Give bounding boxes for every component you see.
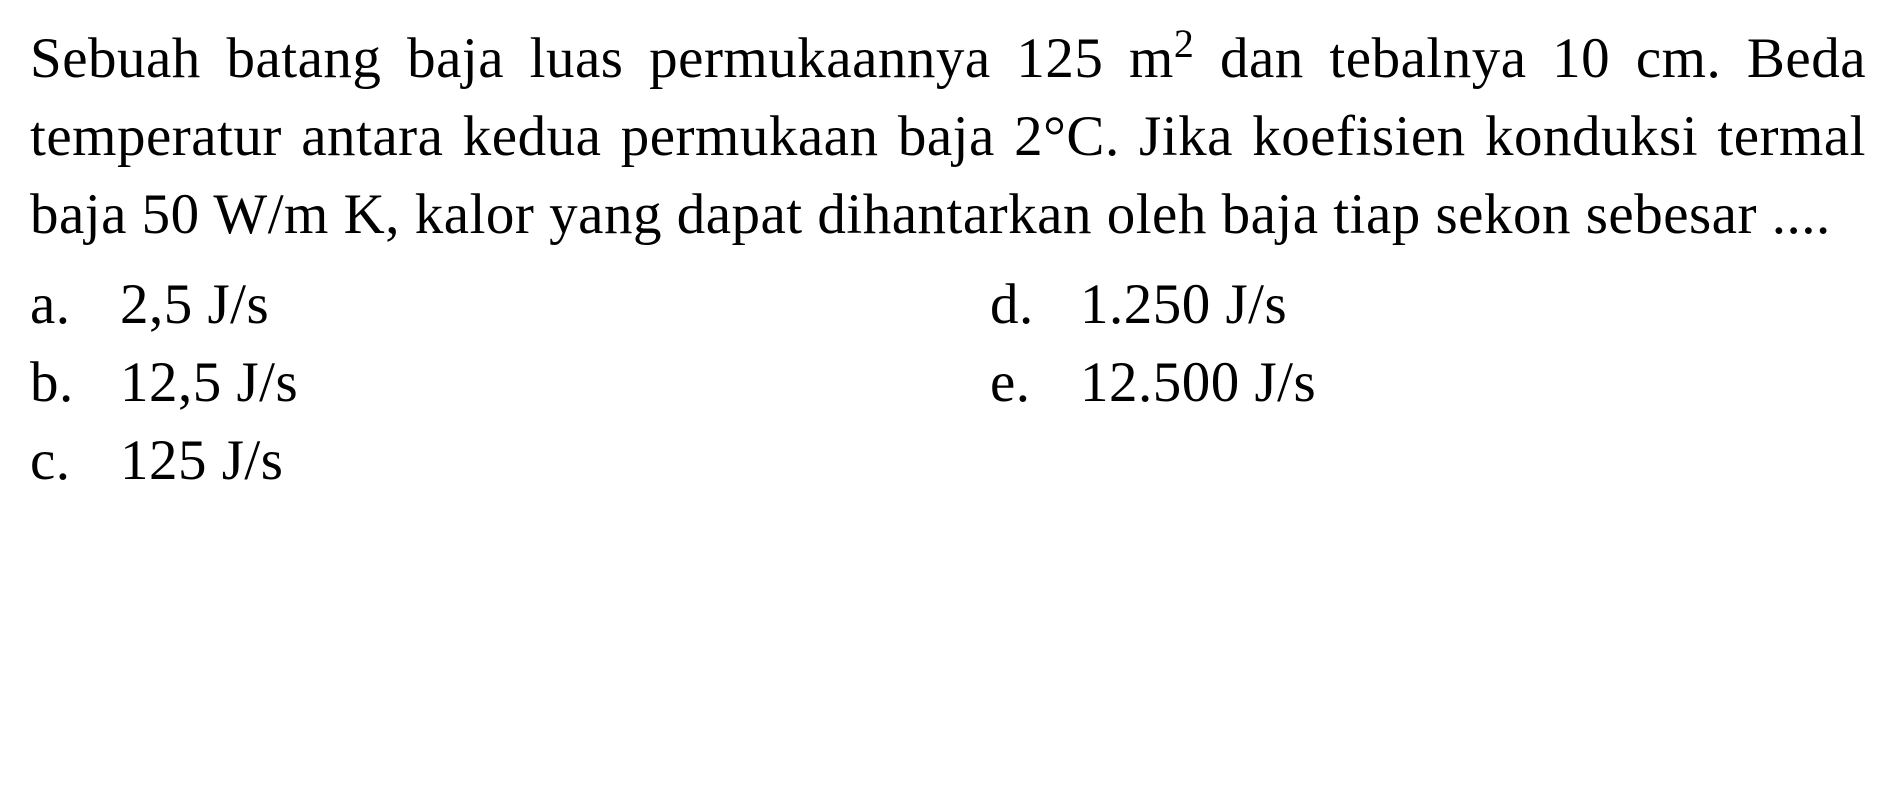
- option-letter: a.: [30, 266, 120, 344]
- option-d: d. 1.250 J/s: [990, 266, 1316, 344]
- option-c: c. 125 J/s: [30, 422, 990, 500]
- option-value: 12.500 J/s: [1080, 344, 1316, 422]
- option-letter: b.: [30, 344, 120, 422]
- options-column-left: a. 2,5 J/s b. 12,5 J/s c. 125 J/s: [30, 266, 990, 500]
- question-part-1: Sebuah batang baja luas permukaannya 125…: [30, 27, 1174, 90]
- options-column-right: d. 1.250 J/s e. 12.500 J/s: [990, 266, 1316, 500]
- question-text: Sebuah batang baja luas permukaannya 125…: [30, 20, 1866, 254]
- options-container: a. 2,5 J/s b. 12,5 J/s c. 125 J/s d. 1.2…: [30, 266, 1866, 500]
- option-value: 2,5 J/s: [120, 266, 990, 344]
- option-value: 125 J/s: [120, 422, 990, 500]
- option-letter: c.: [30, 422, 120, 500]
- option-value: 12,5 J/s: [120, 344, 990, 422]
- option-value: 1.250 J/s: [1080, 266, 1316, 344]
- option-e: e. 12.500 J/s: [990, 344, 1316, 422]
- option-b: b. 12,5 J/s: [30, 344, 990, 422]
- option-a: a. 2,5 J/s: [30, 266, 990, 344]
- question-superscript: 2: [1174, 21, 1194, 66]
- option-letter: d.: [990, 266, 1080, 344]
- option-letter: e.: [990, 344, 1080, 422]
